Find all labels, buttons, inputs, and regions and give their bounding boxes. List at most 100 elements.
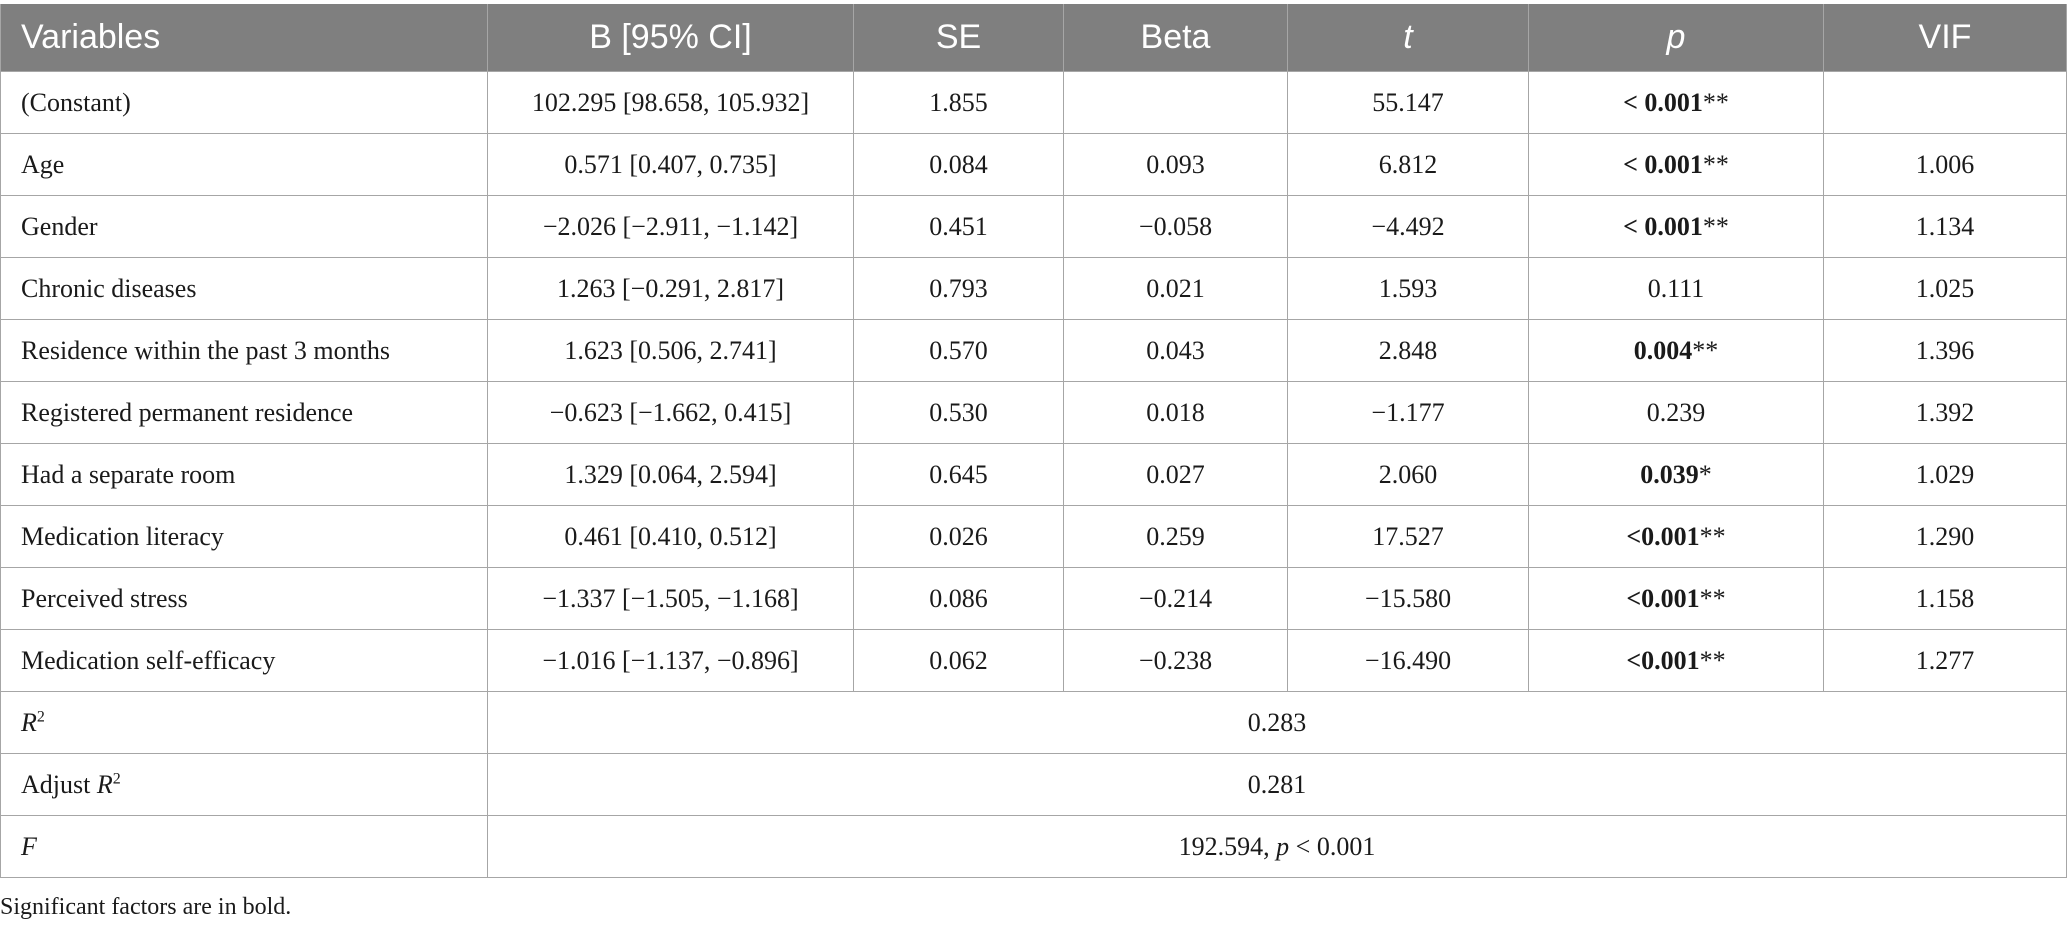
cell-t: 1.593: [1287, 257, 1529, 320]
cell-t: 17.527: [1287, 505, 1529, 568]
cell-t: −1.177: [1287, 381, 1529, 444]
cell-vif: 1.134: [1823, 195, 2067, 258]
table-row: Perceived stress −1.337 [−1.505, −1.168] 0…: [0, 567, 2067, 630]
p-value: 0.039: [1640, 459, 1699, 489]
p-significance-stars: **: [1692, 335, 1719, 365]
cell-variable: Medication literacy: [0, 505, 488, 568]
p-value: 0.004: [1633, 335, 1693, 365]
p-significance-stars: **: [1699, 521, 1726, 551]
p-prefix: <: [1626, 583, 1642, 613]
cell-t: 55.147: [1287, 71, 1529, 134]
cell-t: −16.490: [1287, 629, 1529, 692]
table-row: (Constant) 102.295 [98.658, 105.932] 1.855…: [0, 71, 2067, 134]
r2-label-letter: R: [21, 707, 37, 737]
p-value: 0.001: [1641, 583, 1700, 613]
adjusted-r2-letter: R: [96, 769, 113, 799]
cell-t: −15.580: [1287, 567, 1529, 630]
regression-table-container: Variables B [95% CI] SE Beta t p VIF (Co…: [0, 4, 2067, 878]
p-prefix: <: [1623, 211, 1645, 241]
cell-b-ci: 1.263 [−0.291, 2.817]: [487, 257, 854, 320]
table-row: Had a separate room 1.329 [0.064, 2.594] 0…: [0, 443, 2067, 506]
table-footnote: Significant factors are in bold.: [0, 894, 292, 920]
table-row: Medication literacy 0.461 [0.410, 0.512] 0…: [0, 505, 2067, 568]
p-significance-stars: **: [1702, 149, 1729, 179]
cell-b-ci: 0.571 [0.407, 0.735]: [487, 133, 854, 196]
cell-vif: 1.392: [1823, 381, 2067, 444]
table-row: Residence within the past 3 months 1.623 …: [0, 319, 2067, 382]
p-value: 0.001: [1644, 87, 1703, 117]
cell-p: <0.001**: [1528, 505, 1824, 568]
p-prefix: <: [1623, 149, 1645, 179]
cell-p: 0.111: [1528, 257, 1824, 320]
adjusted-r2-sup: 2: [112, 769, 121, 787]
cell-t: 6.812: [1287, 133, 1529, 196]
cell-beta: 0.027: [1063, 443, 1288, 506]
header-se: SE: [853, 4, 1064, 72]
cell-b-ci: −0.623 [−1.662, 0.415]: [487, 381, 854, 444]
f-value: 192.594, p < 0.001: [487, 815, 2067, 878]
cell-variable: Age: [0, 133, 488, 196]
cell-vif: 1.290: [1823, 505, 2067, 568]
cell-variable: Registered permanent residence: [0, 381, 488, 444]
cell-vif: 1.006: [1823, 133, 2067, 196]
cell-variable: Chronic diseases: [0, 257, 488, 320]
p-value: 0.111: [1647, 273, 1705, 303]
cell-se: 0.451: [853, 195, 1064, 258]
cell-p: 0.039*: [1528, 443, 1824, 506]
p-value: 0.001: [1641, 521, 1700, 551]
cell-b-ci: 1.623 [0.506, 2.741]: [487, 319, 854, 382]
cell-se: 0.026: [853, 505, 1064, 568]
cell-b-ci: −2.026 [−2.911, −1.142]: [487, 195, 854, 258]
cell-p: <0.001**: [1528, 629, 1824, 692]
header-b-ci: B [95% CI]: [487, 4, 854, 72]
header-beta: Beta: [1063, 4, 1288, 72]
cell-se: 0.084: [853, 133, 1064, 196]
header-variables: Variables: [0, 4, 488, 72]
p-prefix: <: [1626, 521, 1642, 551]
r2-value: 0.283: [487, 691, 2067, 754]
cell-vif: [1823, 71, 2067, 134]
cell-b-ci: 102.295 [98.658, 105.932]: [487, 71, 854, 134]
cell-b-ci: 0.461 [0.410, 0.512]: [487, 505, 854, 568]
p-significance-stars: **: [1699, 645, 1726, 675]
r2-label: R2: [0, 691, 488, 754]
table-row: Age 0.571 [0.407, 0.735] 0.084 0.093 6.812 < …: [0, 133, 2067, 196]
cell-se: 0.570: [853, 319, 1064, 382]
p-prefix: <: [1626, 645, 1642, 675]
cell-beta: 0.018: [1063, 381, 1288, 444]
cell-se: 0.793: [853, 257, 1064, 320]
cell-se: 0.645: [853, 443, 1064, 506]
p-value: 0.001: [1641, 645, 1700, 675]
cell-p: < 0.001**: [1528, 195, 1824, 258]
cell-vif: 1.277: [1823, 629, 2067, 692]
cell-variable: Had a separate room: [0, 443, 488, 506]
r2-label-sup: 2: [36, 707, 45, 725]
cell-variable: (Constant): [0, 71, 488, 134]
table-row: Medication self-efficacy −1.016 [−1.137, …: [0, 629, 2067, 692]
cell-beta: −0.238: [1063, 629, 1288, 692]
adjusted-r2-value: 0.281: [487, 753, 2067, 816]
cell-vif: 1.025: [1823, 257, 2067, 320]
cell-beta: 0.043: [1063, 319, 1288, 382]
cell-se: 0.530: [853, 381, 1064, 444]
cell-beta: 0.259: [1063, 505, 1288, 568]
f-label-letter: F: [21, 831, 37, 861]
table-row: Gender −2.026 [−2.911, −1.142] 0.451 −0.058…: [0, 195, 2067, 258]
p-value: 0.239: [1646, 397, 1706, 427]
cell-se: 1.855: [853, 71, 1064, 134]
cell-se: 0.062: [853, 629, 1064, 692]
cell-beta: −0.214: [1063, 567, 1288, 630]
cell-p: < 0.001**: [1528, 133, 1824, 196]
cell-b-ci: −1.016 [−1.137, −0.896]: [487, 629, 854, 692]
p-significance-stars: **: [1699, 583, 1726, 613]
table-header-row: Variables B [95% CI] SE Beta t p VIF: [0, 4, 2067, 72]
cell-beta: −0.058: [1063, 195, 1288, 258]
cell-p: < 0.001**: [1528, 71, 1824, 134]
cell-variable: Perceived stress: [0, 567, 488, 630]
cell-vif: 1.029: [1823, 443, 2067, 506]
p-value: 0.001: [1644, 149, 1703, 179]
cell-t: 2.848: [1287, 319, 1529, 382]
p-value: 0.001: [1644, 211, 1703, 241]
cell-vif: 1.158: [1823, 567, 2067, 630]
table-row: Chronic diseases 1.263 [−0.291, 2.817] 0.7…: [0, 257, 2067, 320]
